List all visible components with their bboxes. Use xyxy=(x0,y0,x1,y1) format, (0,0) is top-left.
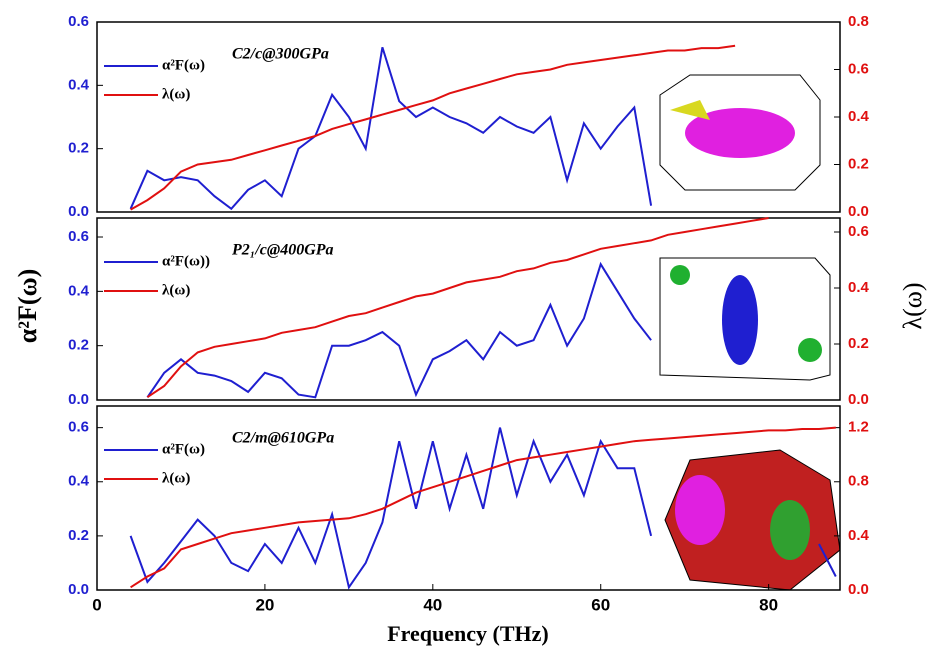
x-tick-label: 20 xyxy=(255,595,274,614)
series-line xyxy=(130,44,736,211)
series-line xyxy=(130,426,836,589)
legend-label: λ(ω) xyxy=(162,470,190,486)
legend-label: λ(ω) xyxy=(162,282,190,298)
y2-tick-label: 0.8 xyxy=(848,473,869,490)
x-tick-label: 0 xyxy=(92,595,101,614)
series-line xyxy=(129,47,653,211)
legend-label: α²F(ω) xyxy=(162,57,205,73)
y-tick-label: 0.2 xyxy=(68,337,89,354)
x-tick-label: 40 xyxy=(423,595,442,614)
y2-axis-label: λ(ω) xyxy=(898,282,927,329)
y-axis-label: α²F(ω) xyxy=(13,269,42,344)
y-tick-label: 0.6 xyxy=(68,419,89,436)
y2-tick-label: 0.0 xyxy=(848,581,869,598)
y2-tick-label: 0.0 xyxy=(848,391,869,408)
y2-tick-label: 0.2 xyxy=(848,155,869,172)
legend-label: α²F(ω)) xyxy=(162,253,210,269)
x-tick-label: 80 xyxy=(759,595,778,614)
legend-label: λ(ω) xyxy=(162,86,190,102)
panel-title: C2/m@610GPa xyxy=(232,430,334,447)
y-tick-label: 0.0 xyxy=(68,203,89,220)
series-line xyxy=(146,261,652,399)
y-tick-label: 0.6 xyxy=(68,228,89,245)
y2-tick-label: 1.2 xyxy=(848,419,869,436)
series-line xyxy=(129,427,837,590)
legend-label: α²F(ω) xyxy=(162,441,205,457)
y-tick-label: 0.6 xyxy=(68,13,89,30)
y-tick-label: 0.0 xyxy=(68,391,89,408)
y2-tick-label: 0.8 xyxy=(848,13,869,30)
y-tick-label: 0.4 xyxy=(68,282,90,299)
y2-tick-label: 0.0 xyxy=(848,203,869,220)
panel-title: C2/c@300GPa xyxy=(232,46,329,63)
inset-fermi-surface xyxy=(659,74,841,591)
y-tick-label: 0.4 xyxy=(68,473,90,490)
panel-title: P2₁/c@400GPa xyxy=(231,242,334,259)
y-tick-label: 0.2 xyxy=(68,140,89,157)
plot-frame xyxy=(96,217,841,401)
x-axis-label: Frequency (THz) xyxy=(387,621,549,646)
y2-tick-label: 0.6 xyxy=(848,60,869,77)
y2-tick-label: 0.4 xyxy=(848,279,870,296)
y2-tick-label: 0.2 xyxy=(848,335,869,352)
y-tick-label: 0.4 xyxy=(68,76,90,93)
y2-tick-label: 0.6 xyxy=(848,223,869,240)
y2-tick-label: 0.4 xyxy=(848,108,870,125)
series-line xyxy=(146,217,769,399)
plot-frame xyxy=(96,405,841,591)
y-tick-label: 0.2 xyxy=(68,527,89,544)
y-tick-label: 0.0 xyxy=(68,581,89,598)
x-tick-label: 60 xyxy=(591,595,610,614)
y2-tick-label: 0.4 xyxy=(848,527,870,544)
